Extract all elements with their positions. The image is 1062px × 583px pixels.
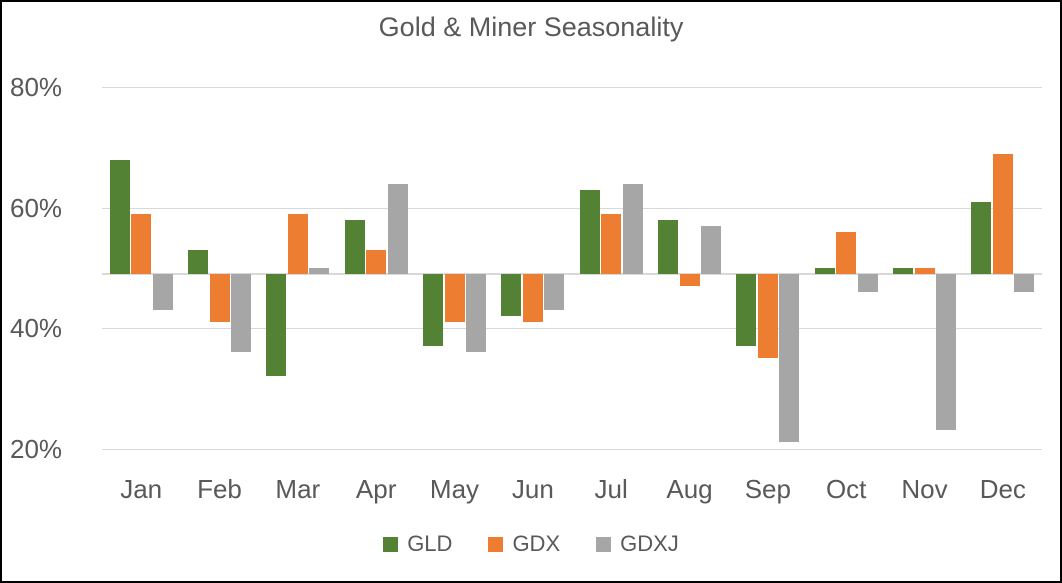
bar-gld-dec xyxy=(971,201,992,274)
y-axis-tick-label: 20% xyxy=(10,433,63,464)
x-axis-label-apr: Apr xyxy=(355,474,397,504)
legend-item-gld: GLD xyxy=(383,531,452,557)
bar-gld-jan xyxy=(109,159,130,274)
bar-gdxj-mar xyxy=(309,267,330,274)
y-axis-tick-label: 40% xyxy=(10,313,63,344)
gridline xyxy=(102,207,1042,209)
y-axis-tick-label: 80% xyxy=(10,72,63,103)
bar-gdxj-may xyxy=(466,273,486,353)
chart-title: Gold & Miner Seasonality xyxy=(378,12,684,42)
x-axis-label-oct: Oct xyxy=(825,474,867,504)
legend-swatch-gld-icon xyxy=(383,536,399,552)
x-axis-line xyxy=(102,272,1042,275)
legend: GLD GDX GDXJ xyxy=(2,531,1060,557)
bar-gdxj-feb xyxy=(231,273,251,353)
bar-gdx-sep xyxy=(757,273,778,359)
bar-gdxj-jul xyxy=(622,183,643,274)
bar-gdx-jan xyxy=(131,213,152,274)
bar-gdxj-jan xyxy=(152,273,173,311)
y-axis-tick-label: 60% xyxy=(10,192,63,223)
bar-gld-jul xyxy=(579,189,600,274)
legend-swatch-gdxj-icon xyxy=(596,536,612,552)
bar-gdx-oct xyxy=(836,231,857,274)
x-axis-label-jan: Jan xyxy=(120,474,163,504)
legend-item-gdxj: GDXJ xyxy=(596,531,679,557)
x-axis-label-nov: Nov xyxy=(901,474,948,504)
bar-gdx-mar xyxy=(287,213,308,274)
bar-gdx-nov xyxy=(914,267,935,274)
bar-gld-apr xyxy=(344,219,365,274)
bar-gdx-apr xyxy=(366,249,387,274)
x-axis-label-sep: Sep xyxy=(744,474,791,504)
x-axis-label-mar: Mar xyxy=(275,474,321,504)
bar-gdx-jun xyxy=(522,273,543,323)
bar-gld-oct xyxy=(814,267,835,274)
gridline xyxy=(102,87,1042,89)
bar-gld-jun xyxy=(501,273,522,317)
bar-gdx-aug xyxy=(679,273,700,286)
legend-item-gdx: GDX xyxy=(488,531,560,557)
legend-label-gld: GLD xyxy=(407,531,453,556)
bar-gdx-may xyxy=(444,273,465,323)
legend-label-gdxj: GDXJ xyxy=(620,531,679,556)
x-axis-label-jun: Jun xyxy=(511,474,554,504)
legend-swatch-gdx-icon xyxy=(488,536,504,552)
bar-gdxj-nov xyxy=(936,273,956,431)
bar-gdxj-sep xyxy=(779,273,800,443)
x-axis-label-aug: Aug xyxy=(666,474,713,504)
bar-gld-aug xyxy=(658,219,678,274)
bar-gld-mar xyxy=(266,273,287,377)
bar-gdxj-aug xyxy=(701,225,721,274)
bar-gdx-dec xyxy=(992,153,1013,274)
bar-gdx-jul xyxy=(601,213,622,274)
x-axis-label-may: May xyxy=(429,474,480,504)
bar-gdxj-oct xyxy=(857,273,878,292)
x-axis-label-dec: Dec xyxy=(979,474,1026,504)
bar-gld-nov xyxy=(893,267,913,274)
bar-gdxj-dec xyxy=(1014,273,1035,292)
gridline xyxy=(102,448,1042,450)
bar-gdxj-apr xyxy=(387,183,408,274)
bar-gld-sep xyxy=(736,273,757,347)
gridline xyxy=(102,328,1042,330)
bar-gdxj-jun xyxy=(544,273,565,311)
bar-gld-may xyxy=(423,273,443,347)
bar-gld-feb xyxy=(188,249,208,274)
bar-gdx-feb xyxy=(209,273,230,323)
x-axis-label-feb: Feb xyxy=(197,474,242,504)
legend-label-gdx: GDX xyxy=(512,531,561,556)
x-axis-label-jul: Jul xyxy=(594,474,628,504)
